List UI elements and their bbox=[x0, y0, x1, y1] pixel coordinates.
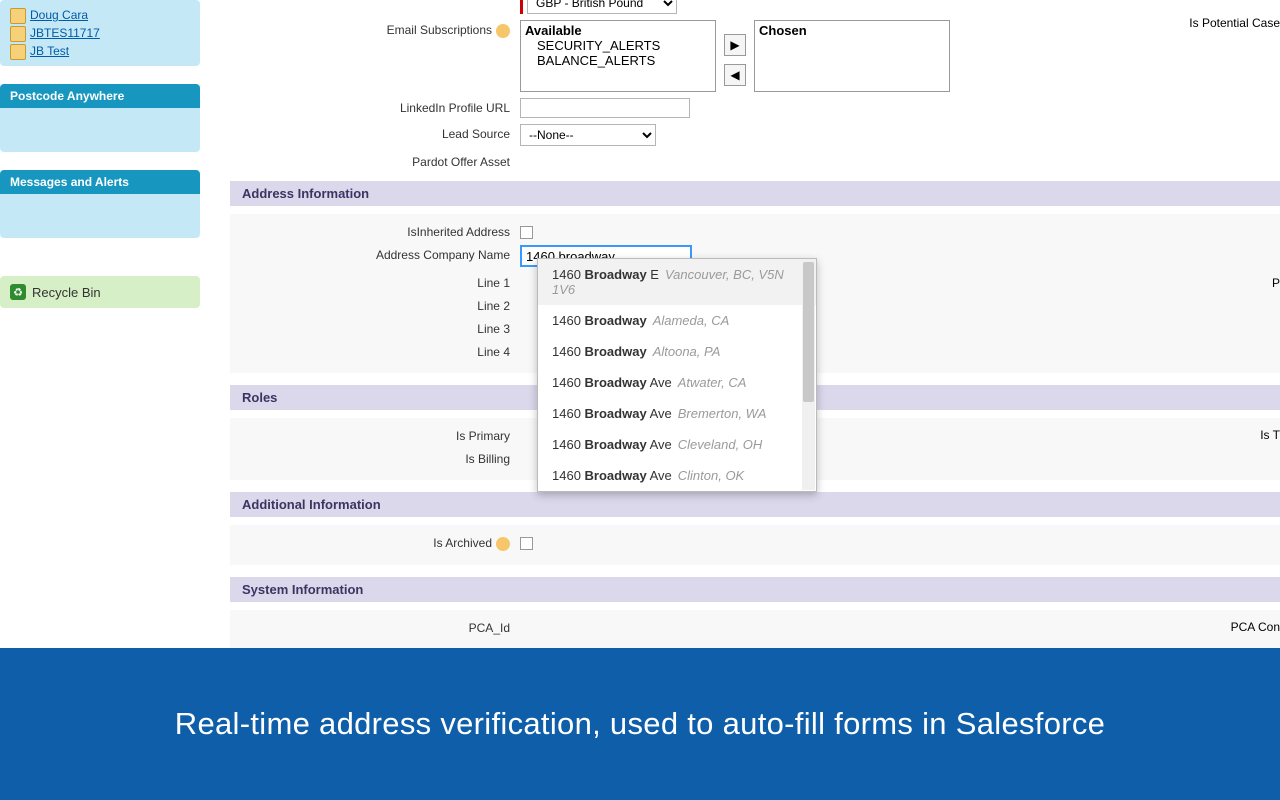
autocomplete-item[interactable]: 1460 Broadway AveClinton, OK bbox=[538, 460, 816, 491]
line4-label: Line 4 bbox=[230, 342, 520, 359]
line2-label: Line 2 bbox=[230, 296, 520, 313]
chosen-listbox[interactable]: Chosen bbox=[754, 20, 950, 92]
address-company-label: Address Company Name bbox=[230, 245, 520, 262]
archived-checkbox[interactable] bbox=[520, 537, 533, 550]
help-icon[interactable] bbox=[496, 537, 510, 551]
list-item[interactable]: BALANCE_ALERTS bbox=[525, 53, 711, 68]
sidebar-link[interactable]: Doug Cara bbox=[10, 6, 190, 24]
linkedin-label: LinkedIn Profile URL bbox=[230, 98, 520, 115]
autocomplete-item[interactable]: 1460 Broadway AveAtwater, CA bbox=[538, 367, 816, 398]
sidebar-panel-messages: Messages and Alerts bbox=[0, 170, 200, 238]
address-autocomplete-dropdown: 1460 Broadway EVancouver, BC, V5N 1V6146… bbox=[537, 258, 817, 492]
autocomplete-item[interactable]: 1460 BroadwayAlameda, CA bbox=[538, 305, 816, 336]
sidebar-panel-postcode: Postcode Anywhere bbox=[0, 84, 200, 152]
recycle-icon: ♻ bbox=[10, 284, 26, 300]
available-listbox[interactable]: Available SECURITY_ALERTS BALANCE_ALERTS bbox=[520, 20, 716, 92]
email-subscriptions-label: Email Subscriptions bbox=[230, 20, 520, 38]
currency-select[interactable]: GBP - British Pound bbox=[527, 0, 677, 14]
linkedin-input[interactable] bbox=[520, 98, 690, 118]
sidebar-panel-header: Postcode Anywhere bbox=[0, 84, 200, 108]
autocomplete-item[interactable]: 1460 Broadway EVancouver, BC, V5N 1V6 bbox=[538, 259, 816, 305]
lead-source-select[interactable]: --None-- bbox=[520, 124, 656, 146]
chosen-title: Chosen bbox=[759, 23, 945, 38]
is-billing-label: Is Billing bbox=[230, 449, 520, 466]
autocomplete-item[interactable]: 1460 BroadwayAltoona, PA bbox=[538, 336, 816, 367]
section-body-system: PCA_Id PCA Con bbox=[230, 610, 1280, 648]
section-header-additional: Additional Information bbox=[230, 492, 1280, 517]
lead-source-label: Lead Source bbox=[230, 124, 520, 141]
sidebar: Doug Cara JBTES11717 JB Test Postcode An… bbox=[0, 0, 200, 648]
banner-text: Real-time address verification, used to … bbox=[175, 706, 1105, 742]
is-primary-label: Is Primary bbox=[230, 426, 520, 443]
available-title: Available bbox=[525, 23, 711, 38]
roles-right-label: Is T bbox=[1260, 428, 1280, 442]
scrollbar-thumb[interactable] bbox=[803, 262, 814, 402]
inherited-label: IsInherited Address bbox=[230, 222, 520, 239]
pardot-label: Pardot Offer Asset bbox=[230, 152, 520, 169]
autocomplete-scrollbar[interactable] bbox=[802, 260, 815, 490]
is-archived-label: Is Archived bbox=[230, 533, 520, 551]
move-left-button[interactable]: ◀ bbox=[724, 64, 746, 86]
sidebar-panel-header: Messages and Alerts bbox=[0, 170, 200, 194]
section-header-system: System Information bbox=[230, 577, 1280, 602]
section-header-address: Address Information bbox=[230, 181, 1280, 206]
move-right-button[interactable]: ▶ bbox=[724, 34, 746, 56]
sidebar-link[interactable]: JBTES11717 bbox=[10, 24, 190, 42]
sidebar-panel-body bbox=[0, 108, 200, 152]
is-potential-case-label: Is Potential Case bbox=[1189, 16, 1280, 30]
address-right-label: P bbox=[1272, 276, 1280, 290]
list-item[interactable]: SECURITY_ALERTS bbox=[525, 38, 711, 53]
recycle-label: Recycle Bin bbox=[32, 285, 101, 300]
sidebar-panel-body bbox=[0, 194, 200, 238]
sidebar-recent-box: Doug Cara JBTES11717 JB Test bbox=[0, 0, 200, 66]
recycle-bin[interactable]: ♻ Recycle Bin bbox=[0, 276, 200, 308]
inherited-checkbox[interactable] bbox=[520, 226, 533, 239]
dual-listbox: Available SECURITY_ALERTS BALANCE_ALERTS… bbox=[520, 20, 950, 92]
pca-id-label: PCA_Id bbox=[230, 618, 520, 635]
autocomplete-item[interactable]: 1460 Broadway AveBremerton, WA bbox=[538, 398, 816, 429]
line3-label: Line 3 bbox=[230, 319, 520, 336]
pca-con-label: PCA Con bbox=[1231, 620, 1280, 634]
autocomplete-item[interactable]: 1460 Broadway AveCleveland, OH bbox=[538, 429, 816, 460]
promo-banner: Real-time address verification, used to … bbox=[0, 648, 1280, 800]
sidebar-link[interactable]: JB Test bbox=[10, 42, 190, 60]
help-icon[interactable] bbox=[496, 24, 510, 38]
line1-label: Line 1 bbox=[230, 273, 520, 290]
section-body-additional: Is Archived bbox=[230, 525, 1280, 565]
